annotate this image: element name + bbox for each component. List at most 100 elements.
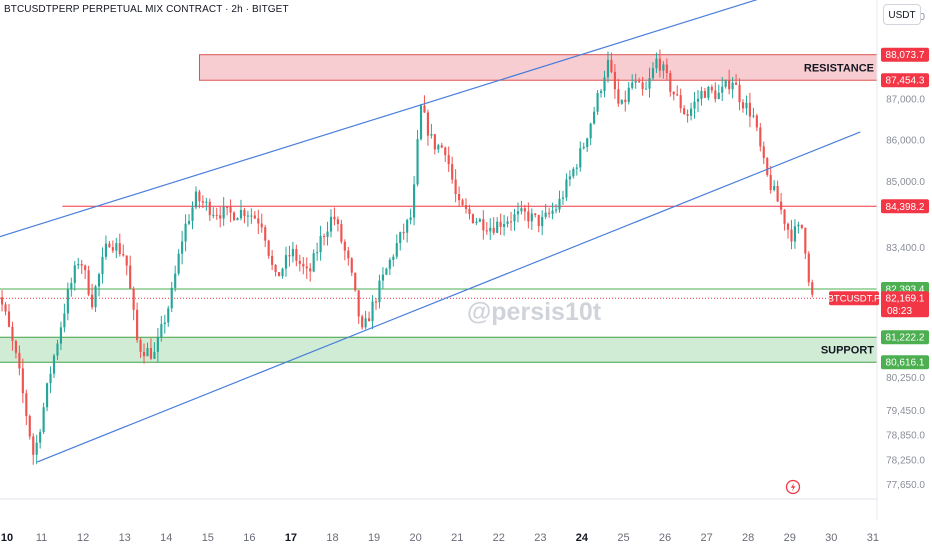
channel-upper-line[interactable]	[0, 0, 769, 239]
candle-body	[267, 240, 270, 256]
candle	[548, 207, 551, 218]
candle-body	[534, 213, 537, 215]
candle	[793, 219, 797, 249]
candle	[471, 213, 475, 224]
candle-body	[28, 416, 31, 437]
candle-body	[35, 442, 38, 455]
candle	[641, 76, 644, 96]
candle	[1, 290, 4, 312]
candle-body	[215, 214, 218, 216]
candle-body	[361, 316, 364, 328]
candle-body	[198, 191, 201, 202]
candle	[783, 209, 786, 231]
candle-body	[378, 280, 381, 303]
candle	[198, 189, 201, 209]
time-tick-label: 20	[410, 532, 422, 544]
candle	[551, 202, 554, 220]
candle-body	[125, 255, 128, 266]
candle-body	[32, 436, 35, 455]
flash-icon-wrap[interactable]	[785, 479, 801, 495]
candle	[624, 90, 627, 112]
candle	[361, 314, 364, 330]
candle-body	[136, 309, 139, 340]
candle-body	[489, 227, 492, 232]
candle	[696, 89, 700, 113]
candle-body	[309, 268, 312, 272]
candle	[70, 277, 73, 297]
candle	[575, 163, 578, 176]
candle	[42, 402, 45, 435]
candle	[205, 197, 208, 211]
candle	[77, 257, 80, 270]
candle-body	[430, 134, 433, 136]
candle	[485, 222, 488, 235]
candle	[606, 51, 610, 83]
candle-body	[364, 318, 367, 328]
candle	[284, 246, 288, 277]
support-zone[interactable]	[0, 336, 878, 363]
candle-body	[655, 58, 658, 69]
candle-body	[596, 92, 599, 112]
time-tick-label: 26	[659, 532, 671, 544]
candle	[146, 342, 149, 357]
candle	[513, 208, 516, 231]
candle-body	[582, 146, 585, 149]
candle	[108, 240, 111, 248]
candle	[780, 192, 783, 215]
candle	[658, 49, 661, 78]
candle-body	[478, 219, 481, 222]
candle	[153, 342, 156, 360]
candle-body	[492, 227, 495, 233]
symbol-tag	[829, 291, 879, 306]
candle-body	[780, 201, 783, 210]
candle	[160, 315, 163, 342]
candle-body	[509, 221, 513, 223]
candle-body	[451, 164, 454, 180]
candle	[409, 208, 412, 225]
candle	[122, 244, 125, 257]
candle	[478, 217, 481, 223]
candle	[32, 433, 35, 465]
candle	[52, 353, 56, 378]
candle-body	[56, 343, 59, 356]
candle	[437, 143, 440, 153]
candle	[402, 223, 405, 240]
candle-body	[710, 86, 713, 91]
price-tick-label: 77,650.0	[886, 480, 925, 491]
resistance-price-tag	[881, 47, 929, 62]
candle-body	[707, 86, 710, 98]
candle-body	[471, 214, 475, 224]
candle-body	[769, 174, 772, 190]
candle-body	[433, 134, 436, 150]
time-tick-label: 12	[77, 532, 89, 544]
time-tick-label: 13	[119, 532, 131, 544]
candle-body	[97, 274, 101, 287]
candle	[620, 99, 623, 105]
candle	[426, 109, 430, 146]
time-tick-label: 30	[825, 532, 837, 544]
candle	[288, 245, 291, 267]
candle	[752, 107, 755, 119]
candle-body	[174, 273, 177, 288]
candle-body	[295, 248, 298, 261]
candle	[167, 305, 170, 327]
price-tick-label: 78,250.0	[886, 455, 925, 466]
channel-lower-line[interactable]	[37, 131, 861, 463]
price-tick-label: 86,000.0	[886, 136, 925, 147]
candle	[689, 102, 693, 121]
candle	[776, 180, 779, 202]
candle-body	[291, 248, 294, 257]
candle	[84, 264, 87, 279]
candle-body	[257, 218, 260, 224]
candle	[298, 254, 301, 272]
candle-body	[496, 221, 499, 233]
candle-body	[800, 224, 803, 228]
candle	[499, 213, 502, 236]
candle-body	[735, 82, 738, 85]
watermark-text: @persis10t	[467, 298, 602, 326]
currency-button[interactable]: USDT	[883, 4, 921, 25]
candle-body	[530, 213, 533, 222]
candle-body	[641, 82, 644, 90]
candle-body	[811, 282, 814, 295]
